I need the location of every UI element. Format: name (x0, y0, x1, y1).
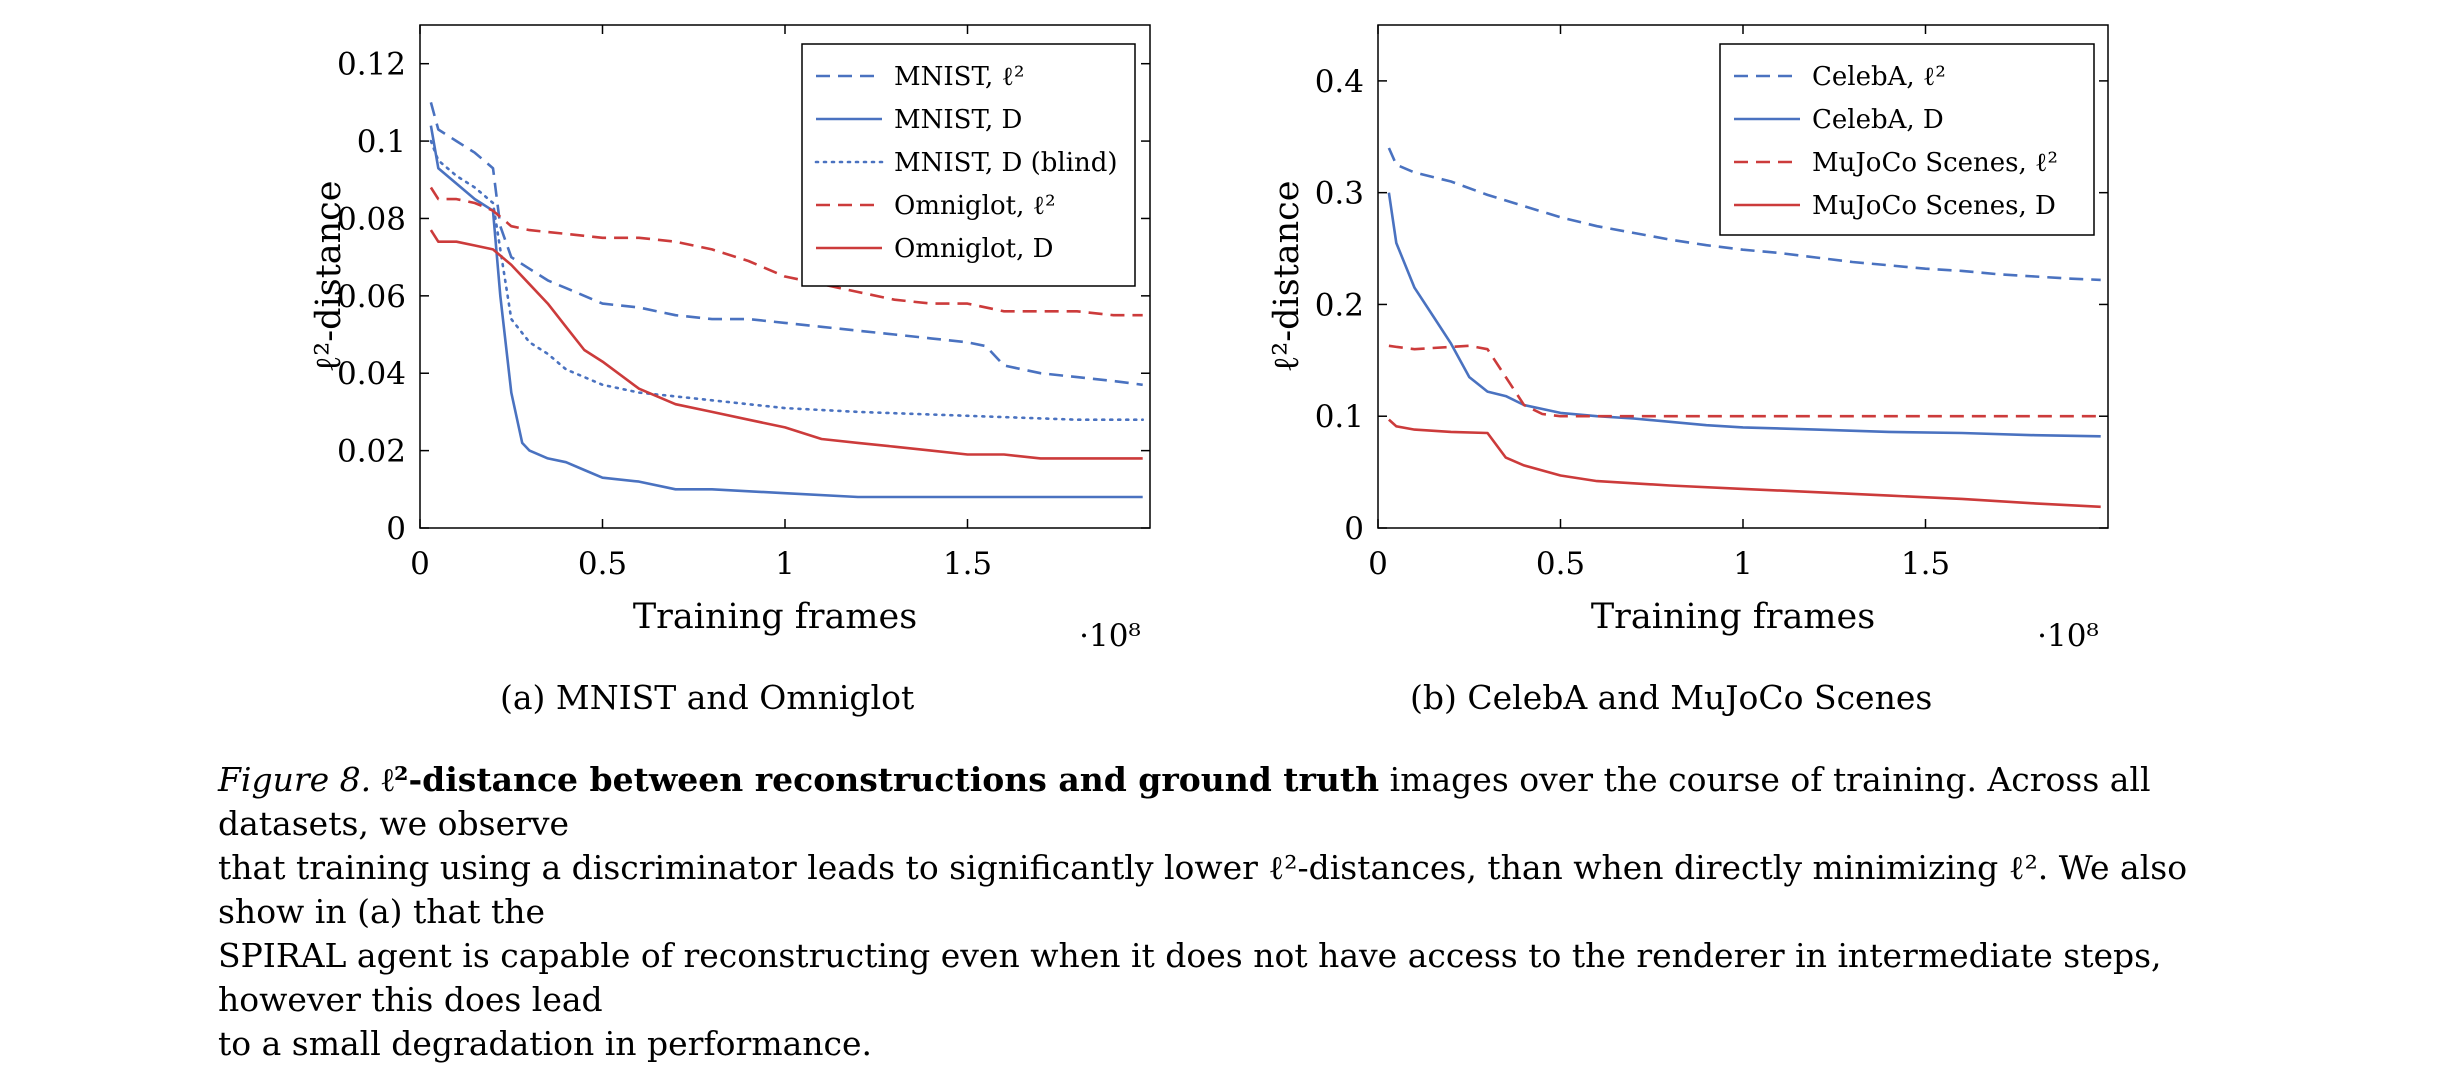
x-axis-multiplier: ·10⁸ (2037, 618, 2099, 654)
legend-label: MuJoCo Scenes, D (1812, 191, 2056, 221)
y-tick-label: 0.4 (1315, 64, 1364, 100)
series-line-b-0 (1387, 147, 2101, 282)
y-tick-label: 0 (386, 511, 406, 547)
series-line-b-1 (1387, 192, 2101, 438)
caption-line-3: SPIRAL agent is capable of reconstructin… (218, 936, 2162, 1019)
figure-label: Figure 8. (218, 760, 372, 799)
y-tick-label: 0.3 (1315, 176, 1364, 212)
y-tick-label: 0.1 (1315, 399, 1364, 435)
subcaption-a: (a) MNIST and Omniglot (500, 678, 915, 717)
x-tick-label: 0.5 (578, 546, 627, 582)
legend-label: CelebA, D (1812, 105, 1944, 135)
x-tick-label: 1 (1733, 546, 1753, 582)
series-line-a-1 (429, 125, 1143, 499)
legend-label: Omniglot, ℓ² (894, 191, 1056, 221)
figure-caption: Figure 8. ℓ²-distance between reconstruc… (218, 758, 2228, 1066)
x-tick-label: 0 (1368, 546, 1388, 582)
legend-label: MNIST, D (894, 105, 1022, 135)
legend-label: MuJoCo Scenes, ℓ² (1812, 148, 2058, 178)
caption-line-1: Figure 8. ℓ²-distance between reconstruc… (218, 758, 2228, 846)
series-line-a-0 (429, 102, 1143, 387)
caption-line-4: to a small degradation in performance. (218, 1024, 873, 1063)
series-line-a-4 (429, 229, 1143, 460)
legend-label: MNIST, ℓ² (894, 62, 1024, 92)
chart-a: 0 0.5 1 1.5 0 0.02 0.04 0.06 0.08 0.1 0.12 Training… (309, 24, 1151, 654)
y-axis-label: ℓ²-distance (1267, 181, 1307, 373)
series-line-b-2 (1388, 344, 2101, 418)
series-line-a-2 (429, 139, 1145, 422)
y-tick-label: 0.04 (337, 356, 406, 392)
caption-text-1: images over the course of training. Acro… (218, 760, 2151, 843)
x-tick-label: 1 (775, 546, 795, 582)
y-tick-label: 0.02 (337, 434, 406, 470)
legend-label: Omniglot, D (894, 234, 1053, 264)
y-tick-label: 0.1 (357, 124, 406, 160)
x-axis-label: Training frames (1591, 597, 1875, 637)
y-tick-label: 0 (1344, 511, 1364, 547)
y-tick-label: 0.06 (337, 279, 406, 315)
x-tick-label: 0.5 (1536, 546, 1585, 582)
y-tick-label: 0.08 (337, 201, 406, 237)
x-tick-label: 0 (410, 546, 430, 582)
x-axis-multiplier: ·10⁸ (1079, 618, 1141, 654)
y-tick-label: 0.2 (1315, 287, 1364, 323)
y-axis-label: ℓ²-distance (309, 181, 349, 373)
x-axis-label: Training frames (633, 597, 917, 637)
figure-title: ℓ²-distance between reconstructions and … (381, 760, 1380, 799)
series-line-a-3 (429, 186, 1143, 317)
series-line-b-3 (1388, 418, 2101, 509)
y-tick-label: 0.12 (337, 47, 406, 83)
caption-line-2: that training using a discriminator lead… (218, 848, 2188, 931)
x-tick-label: 1.5 (943, 546, 992, 582)
chart-b: 0 0.5 1 1.5 0 0.1 0.2 0.3 0.4 Training frames ·10⁸… (1267, 24, 2109, 654)
x-tick-label: 1.5 (1901, 546, 1950, 582)
subcaption-b: (b) CelebA and MuJoCo Scenes (1410, 678, 1933, 717)
legend-box (801, 43, 1136, 287)
legend-label: CelebA, ℓ² (1812, 62, 1946, 92)
legend-label: MNIST, D (blind) (894, 148, 1118, 178)
